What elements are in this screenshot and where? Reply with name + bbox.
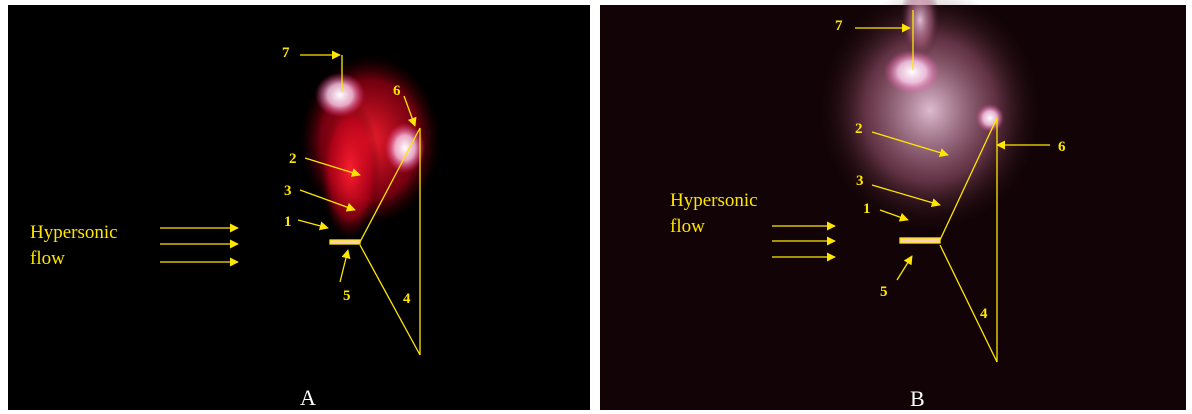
callout-number: 5 (880, 284, 888, 300)
callout-number: 5 (343, 288, 351, 304)
model-outline (899, 117, 998, 363)
callout-number: 7 (835, 18, 843, 34)
callout-number: 4 (403, 291, 411, 307)
model-outline (329, 127, 421, 356)
annotation-arrows (772, 10, 1050, 281)
panel-b: Hypersonic flow 7 6 2 3 1 5 4 B (600, 0, 1186, 411)
flow-label: Hypersonic (30, 222, 118, 243)
flow-label: Hypersonic (670, 190, 758, 211)
callout-number: 1 (863, 201, 871, 217)
callout-number: 3 (284, 183, 292, 199)
panel-label: A (300, 385, 316, 410)
flow-label: flow (670, 216, 705, 237)
callout-number: 6 (393, 83, 401, 99)
callout-number: 6 (1058, 139, 1066, 155)
panel-a-labels: Hypersonic flow 7 6 2 3 1 5 4 A (30, 45, 411, 410)
panel-a: Hypersonic flow 7 6 2 3 1 5 4 A (8, 5, 590, 410)
callout-number: 7 (282, 45, 290, 61)
flow-label: flow (30, 248, 65, 269)
callout-number: 3 (856, 173, 864, 189)
annotation-arrows (160, 50, 417, 283)
callout-number: 4 (980, 306, 988, 322)
panel-label: B (910, 386, 925, 411)
callout-number: 2 (289, 151, 297, 167)
callout-number: 2 (855, 121, 863, 137)
callout-number: 1 (284, 214, 292, 230)
panel-b-labels: Hypersonic flow 7 6 2 3 1 5 4 B (670, 18, 1066, 411)
